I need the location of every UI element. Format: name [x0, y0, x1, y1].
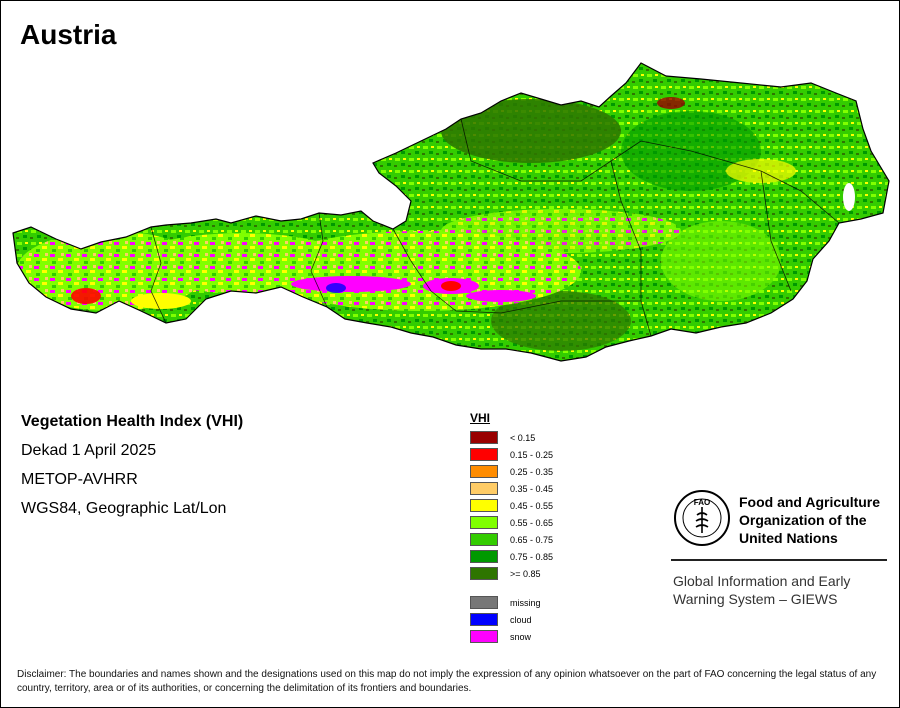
- vhi-raster: [13, 63, 889, 361]
- legend-swatch: [470, 499, 498, 512]
- austria-vhi-map: [12, 62, 890, 362]
- legend-swatch: [470, 596, 498, 609]
- legend-label: < 0.15: [510, 432, 536, 443]
- austria-border: [12, 62, 890, 362]
- org-name-line-1: Food and Agriculture: [739, 494, 881, 510]
- projection-label: WGS84, Geographic Lat/Lon: [21, 500, 227, 517]
- fao-logo-text: FAO: [694, 498, 710, 507]
- program-line-1: Global Information and Early: [673, 573, 851, 589]
- fao-logo-icon: FAO: [674, 490, 730, 546]
- legend-label: 0.35 - 0.45: [510, 483, 554, 494]
- period-label: Dekad 1 April 2025: [21, 442, 157, 459]
- legend-item: 0.55 - 0.65: [470, 514, 553, 531]
- legend-swatch: [470, 613, 498, 626]
- legend-item: 0.15 - 0.25: [470, 446, 553, 463]
- legend-swatch: [470, 465, 498, 478]
- legend-label: cloud: [510, 614, 532, 625]
- legend-swatch: [470, 482, 498, 495]
- legend-title: VHI: [470, 411, 491, 425]
- map-info: Vegetation Health Index (VHI) Dekad 1 Ap…: [21, 413, 243, 529]
- legend-item: 0.65 - 0.75: [470, 531, 553, 548]
- divider: [671, 559, 887, 561]
- legend-item: < 0.15: [470, 429, 553, 446]
- legend-label: missing: [510, 597, 541, 608]
- legend-item: 0.35 - 0.45: [470, 480, 553, 497]
- program-line-2: Warning System – GIEWS: [673, 591, 838, 607]
- index-name: Vegetation Health Index (VHI): [21, 413, 244, 430]
- legend-label: 0.15 - 0.25: [510, 449, 554, 460]
- legend-label: snow: [510, 631, 532, 642]
- legend-item: missing: [470, 594, 553, 611]
- legend-item: 0.75 - 0.85: [470, 548, 553, 565]
- legend-other: missing cloud snow: [470, 594, 553, 645]
- legend-label: 0.55 - 0.65: [510, 517, 554, 528]
- legend-spacer: [470, 582, 553, 594]
- legend-swatch: [470, 516, 498, 529]
- program-name: Global Information and Early Warning Sys…: [673, 572, 850, 608]
- legend-swatch: [470, 431, 498, 444]
- legend: VHI < 0.15 0.15 - 0.25 0.25 - 0.35 0.35 - 0…: [470, 411, 553, 645]
- legend-swatch: [470, 550, 498, 563]
- organization-name: Food and Agriculture Organization of the…: [739, 493, 880, 547]
- legend-label: 0.25 - 0.35: [510, 466, 554, 477]
- legend-item: 0.45 - 0.55: [470, 497, 553, 514]
- sensor-label: METOP-AVHRR: [21, 471, 138, 488]
- legend-classes: < 0.15 0.15 - 0.25 0.25 - 0.35 0.35 - 0.45 0…: [470, 429, 553, 582]
- legend-label: 0.75 - 0.85: [510, 551, 554, 562]
- legend-label: 0.45 - 0.55: [510, 500, 554, 511]
- province-boundaries: [150, 118, 840, 337]
- legend-item: snow: [470, 628, 553, 645]
- org-name-line-3: United Nations: [739, 530, 838, 546]
- legend-label: >= 0.85: [510, 568, 541, 579]
- legend-swatch: [470, 567, 498, 580]
- legend-label: 0.65 - 0.75: [510, 534, 554, 545]
- map-title: Austria: [20, 19, 117, 50]
- org-name-line-2: Organization of the: [739, 512, 867, 528]
- disclaimer-text: Disclaimer: The boundaries and names sho…: [17, 669, 877, 694]
- legend-swatch: [470, 448, 498, 461]
- legend-item: cloud: [470, 611, 553, 628]
- legend-item: >= 0.85: [470, 565, 553, 582]
- legend-swatch: [470, 533, 498, 546]
- legend-swatch: [470, 630, 498, 643]
- legend-item: 0.25 - 0.35: [470, 463, 553, 480]
